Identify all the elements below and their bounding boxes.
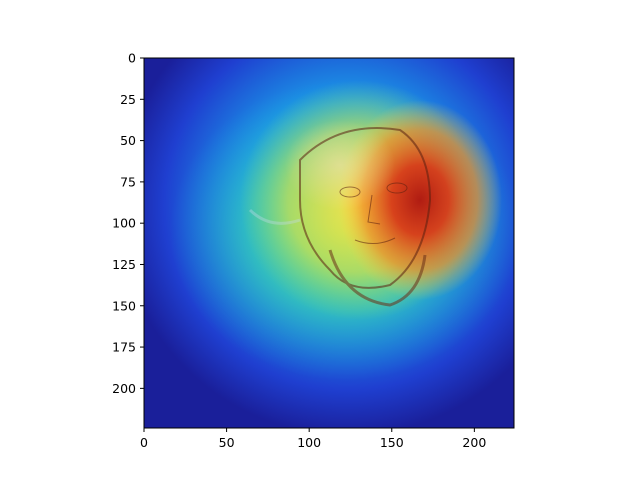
x-tick-label: 50 xyxy=(219,435,235,450)
y-tick-label: 50 xyxy=(120,133,136,148)
portrait-face xyxy=(248,127,432,307)
y-axis: 0 25 50 75 100 125 150 175 200 xyxy=(112,51,144,396)
y-tick-label: 175 xyxy=(112,340,136,355)
y-tick-label: 125 xyxy=(112,257,136,272)
x-tick-label: 100 xyxy=(297,435,321,450)
x-axis: 0 50 100 150 200 xyxy=(140,428,486,450)
x-tick-label: 0 xyxy=(140,435,148,450)
heatmap-image xyxy=(144,58,514,428)
y-tick-label: 100 xyxy=(112,216,136,231)
x-tick-label: 200 xyxy=(462,435,486,450)
y-tick-label: 200 xyxy=(112,381,136,396)
plot-frame xyxy=(143,57,515,429)
x-tick-label: 150 xyxy=(380,435,404,450)
y-tick-label: 150 xyxy=(112,298,136,313)
y-tick-label: 75 xyxy=(120,174,136,189)
y-tick-label: 0 xyxy=(128,51,136,66)
y-tick-label: 25 xyxy=(120,92,136,107)
